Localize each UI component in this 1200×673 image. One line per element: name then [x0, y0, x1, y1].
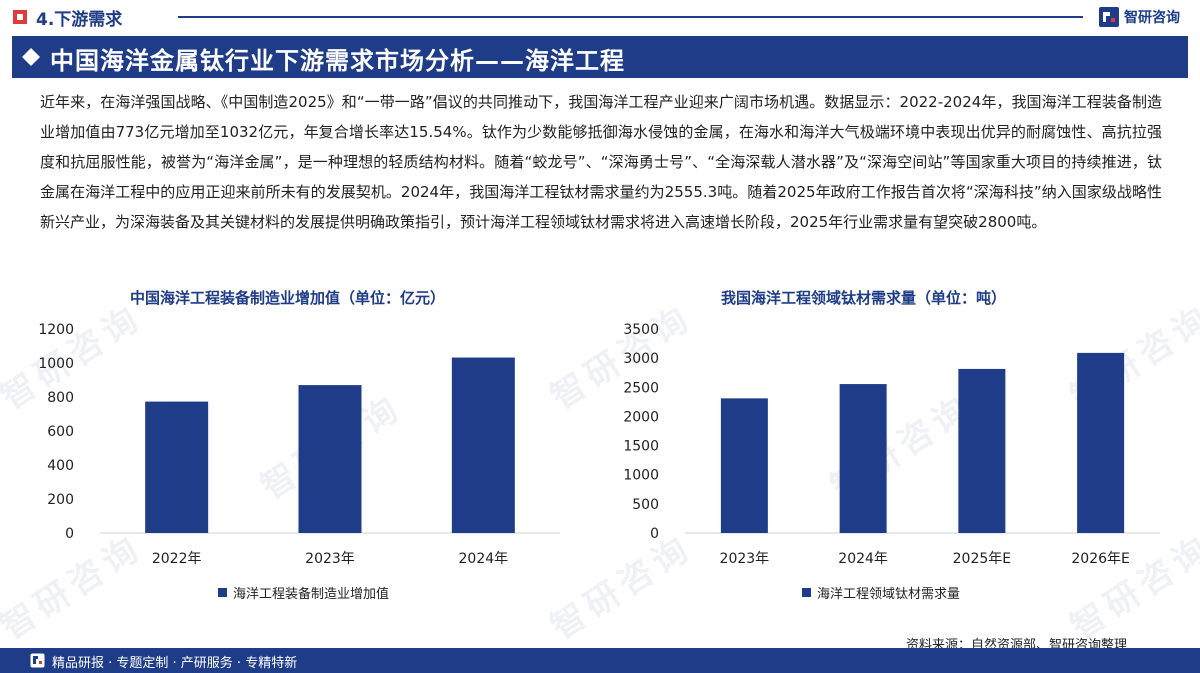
brand: 智研咨询	[1098, 6, 1180, 28]
title-banner: 中国海洋金属钛行业下游需求市场分析——海洋工程	[12, 36, 1188, 78]
chart-title-titanium-demand: 我国海洋工程领域钛材需求量（单位：吨）	[721, 289, 1007, 307]
footer-tagline: 精品研报 · 专题定制 · 产研服务 · 专精特新	[52, 656, 298, 671]
x-tick-label: 2025年E	[953, 551, 1011, 567]
y-tick-label: 3000	[623, 351, 659, 367]
page-title: 中国海洋金属钛行业下游需求市场分析——海洋工程	[50, 47, 625, 75]
legend-titanium-demand: 海洋工程领域钛材需求量	[802, 583, 960, 602]
brand-logo-icon	[30, 653, 45, 668]
y-tick-label: 800	[47, 390, 74, 406]
y-tick-label: 400	[47, 458, 74, 474]
footer-bar: 精品研报 · 专题定制 · 产研服务 · 专精特新	[0, 648, 1200, 673]
top-bar: 4.下游需求 智研咨询	[0, 0, 1200, 34]
bar	[298, 385, 362, 533]
bar-chart-added-value: 0 200 400 600 800 1000 1200 2022年 2023年 2024年	[38, 322, 560, 567]
x-tick-label: 2026年E	[1071, 551, 1129, 567]
bar	[839, 384, 887, 533]
y-tick-label: 1500	[623, 439, 659, 455]
y-tick-label: 500	[632, 497, 659, 513]
y-tick-label: 600	[47, 424, 74, 440]
bar	[145, 401, 209, 533]
x-tick-label: 2024年	[459, 551, 509, 567]
x-tick-label: 2022年	[152, 551, 202, 567]
x-tick-label: 2024年	[838, 551, 888, 567]
y-tick-label: 2500	[623, 380, 659, 396]
y-tick-label: 1000	[623, 468, 659, 484]
bar	[1077, 352, 1125, 533]
y-tick-label: 1000	[38, 356, 74, 372]
y-tick-label: 1200	[38, 322, 74, 338]
y-tick-label: 0	[65, 526, 74, 542]
bar	[720, 398, 768, 533]
x-tick-label: 2023年	[305, 551, 355, 567]
legend-swatch	[802, 588, 811, 597]
section-marker-icon	[13, 10, 27, 24]
y-tick-label: 0	[650, 526, 659, 542]
legend-swatch	[218, 588, 227, 597]
chart-title-added-value: 中国海洋工程装备制造业增加值（单位：亿元）	[130, 289, 446, 307]
x-tick-label: 2023年	[720, 551, 770, 567]
section-title: 4.下游需求	[36, 10, 123, 30]
y-tick-label: 200	[47, 492, 74, 508]
legend-label: 海洋工程装备制造业增加值	[233, 587, 390, 602]
bar-chart-titanium-demand: 0 500 1000 1500 2000 2500 3000 3500 2023年 2024年 20…	[623, 322, 1160, 567]
brand-name: 智研咨询	[1124, 10, 1180, 26]
legend-label: 海洋工程领域钛材需求量	[817, 587, 961, 602]
bar	[958, 368, 1006, 533]
bar	[451, 357, 515, 533]
diamond-icon	[22, 48, 40, 66]
legend-added-value: 海洋工程装备制造业增加值	[218, 583, 389, 602]
y-tick-label: 2000	[623, 409, 659, 425]
brand-logo-icon	[1099, 7, 1119, 27]
intro-paragraph: 近年来，在海洋强国战略、《中国制造2025》和“一带一路”倡议的共同推动下，我国…	[40, 93, 1162, 231]
y-tick-label: 3500	[623, 322, 659, 338]
header-divider	[178, 16, 1083, 18]
